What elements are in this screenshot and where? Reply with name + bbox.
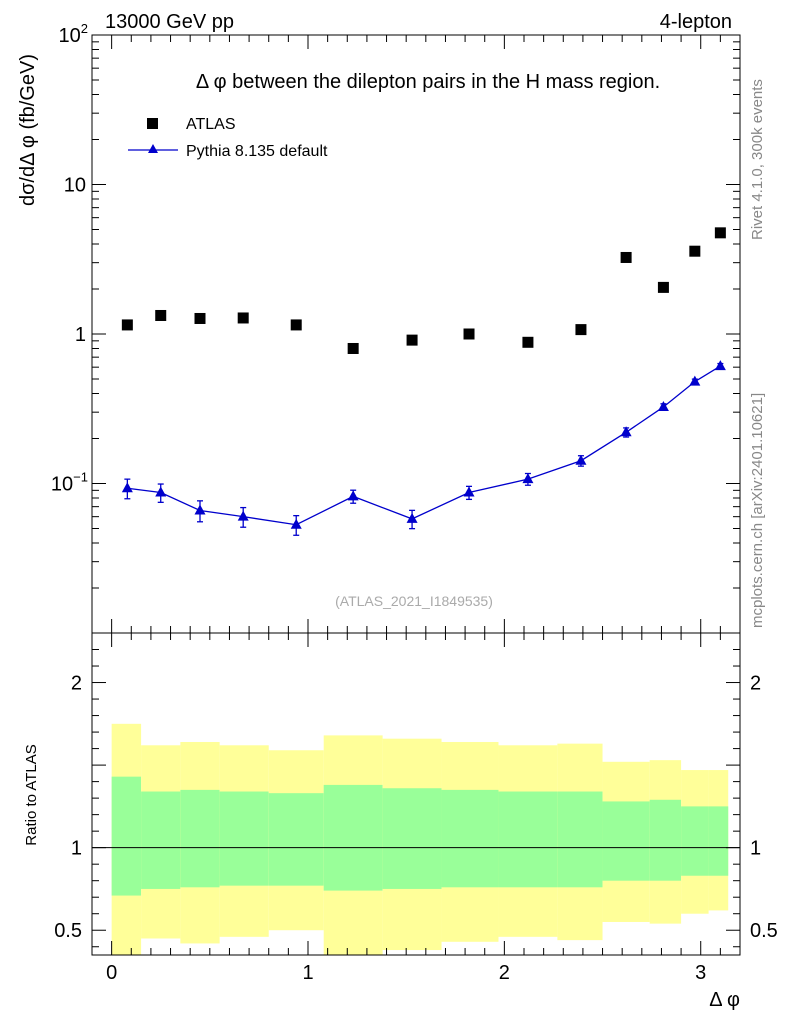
- ratio-panel: 0 1 2 3 0.5 0.5 1 1 2 2 Ratio to ATLAS Δ φ: [23, 632, 778, 1011]
- ratio-band-inner: [111, 776, 142, 896]
- pythia-point: [575, 454, 587, 465]
- legend-pythia-marker: [148, 144, 158, 153]
- pythia-point: [290, 518, 302, 529]
- ratio-band-inner: [602, 801, 650, 881]
- ratio-band-inner: [441, 789, 499, 888]
- xtick-label: 1: [302, 962, 313, 984]
- main-ytick-label: 1: [75, 324, 86, 346]
- atlas-point: [237, 312, 249, 324]
- pythia-point: [121, 482, 133, 493]
- xtick-label: 3: [695, 962, 706, 984]
- ratio-band-inner: [180, 789, 220, 888]
- xtick-label: 2: [499, 962, 510, 984]
- pythia-point: [714, 360, 726, 371]
- ratio-band-inner: [498, 791, 558, 888]
- atlas-point: [657, 281, 669, 293]
- pythia-point: [689, 375, 701, 386]
- ratio-band-inner: [268, 793, 324, 886]
- ratio-ylabel: Ratio to ATLAS: [23, 744, 40, 845]
- ratio-band-inner: [141, 791, 181, 889]
- ratio-band-inner: [382, 788, 442, 889]
- ratio-ytick-label-right: 0.5: [750, 920, 778, 942]
- main-marks: [121, 227, 726, 536]
- ratio-ytick-label: 2: [71, 673, 82, 695]
- atlas-point: [155, 309, 167, 321]
- legend-pythia-label: Pythia 8.135 default: [186, 143, 328, 160]
- atlas-point: [347, 342, 359, 354]
- atlas-point: [290, 319, 302, 331]
- xtick-label: 0: [106, 962, 117, 984]
- ratio-band-inner: [681, 806, 709, 876]
- main-panel: Δ φ between the dilepton pairs in the H …: [17, 21, 741, 634]
- header-right: 4-lepton: [660, 11, 732, 33]
- pythia-point: [463, 486, 475, 497]
- atlas-point: [620, 251, 632, 263]
- main-ytick-label: 10−1: [51, 470, 88, 496]
- rivet-label: Rivet 4.1.0, 300k events: [749, 79, 766, 240]
- ratio-axes: 0 1 2 3 0.5 0.5 1 1 2 2: [54, 632, 778, 984]
- legend-atlas-marker: [147, 118, 158, 129]
- pythia-point: [347, 490, 359, 501]
- ratio-frame: [91, 632, 741, 956]
- pythia-point: [522, 473, 534, 484]
- atlas-point: [463, 328, 475, 340]
- analysis-watermark: (ATLAS_2021_I1849535): [335, 593, 493, 609]
- atlas-point: [406, 334, 418, 346]
- atlas-point: [121, 319, 133, 331]
- legend-atlas-label: ATLAS: [186, 116, 236, 133]
- main-ylabel: dσ/dΔ φ (fb/GeV): [17, 54, 39, 206]
- atlas-point: [689, 245, 701, 257]
- atlas-point: [714, 227, 726, 239]
- ratio-ytick-label-right: 2: [750, 673, 761, 695]
- ratio-ytick-label: 0.5: [54, 920, 82, 942]
- pythia-line: [127, 365, 721, 526]
- ratio-band-inner: [557, 791, 603, 888]
- pythia-point: [620, 426, 632, 437]
- atlas-point: [194, 312, 206, 324]
- main-ytick-label: 10: [64, 175, 86, 197]
- pythia-point: [657, 400, 669, 411]
- ratio-band-inner: [323, 784, 383, 891]
- ratio-bands: [111, 723, 729, 955]
- ratio-band-inner: [649, 799, 682, 881]
- pythia-point: [194, 504, 206, 515]
- pythia-point: [406, 512, 418, 523]
- atlas-point: [522, 336, 534, 348]
- main-axes: 10−1 1 10 102: [51, 21, 741, 634]
- ratio-ytick-label-right: 1: [750, 838, 761, 860]
- atlas-point: [575, 324, 587, 336]
- ratio-ytick-label: 1: [71, 838, 82, 860]
- header-left: 13000 GeV pp: [105, 11, 234, 33]
- main-ytick-label: 102: [59, 21, 88, 47]
- mcplots-label: mcplots.cern.ch [arXiv:2401.10621]: [749, 393, 766, 628]
- main-title: Δ φ between the dilepton pairs in the H …: [196, 71, 660, 93]
- pythia-point: [237, 510, 249, 521]
- pythia-point: [155, 486, 167, 497]
- ratio-band-inner: [708, 806, 729, 876]
- xlabel: Δ φ: [709, 989, 740, 1011]
- ratio-band-inner: [219, 791, 269, 886]
